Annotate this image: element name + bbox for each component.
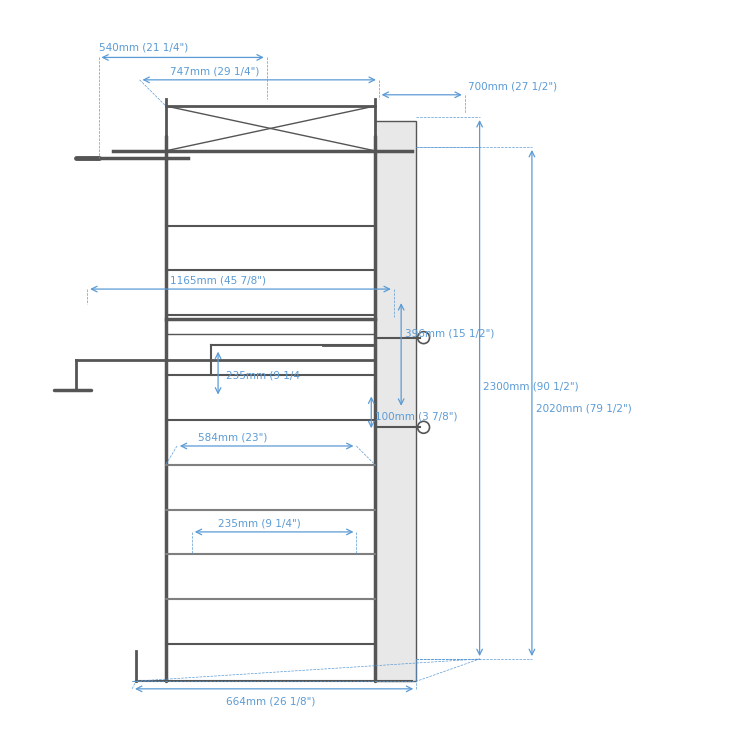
FancyBboxPatch shape [375,121,416,681]
Text: 747mm (29 1/4"): 747mm (29 1/4") [170,67,259,76]
Text: 540mm (21 1/4"): 540mm (21 1/4") [98,42,188,52]
Text: 2020mm (79 1/2"): 2020mm (79 1/2") [536,404,632,414]
Text: 235mm (9 1/4: 235mm (9 1/4 [226,370,299,380]
Text: 664mm (26 1/8"): 664mm (26 1/8") [226,696,315,706]
Text: 235mm (9 1/4"): 235mm (9 1/4") [217,519,301,529]
Text: 100mm (3 7/8"): 100mm (3 7/8") [375,411,458,421]
Text: 584mm (23"): 584mm (23") [198,433,268,443]
Text: 700mm (27 1/2"): 700mm (27 1/2") [469,82,557,92]
Text: 2300mm (90 1/2"): 2300mm (90 1/2") [483,381,579,392]
Text: 1165mm (45 7/8"): 1165mm (45 7/8") [170,275,266,285]
Text: 396mm (15 1/2"): 396mm (15 1/2") [405,329,494,339]
